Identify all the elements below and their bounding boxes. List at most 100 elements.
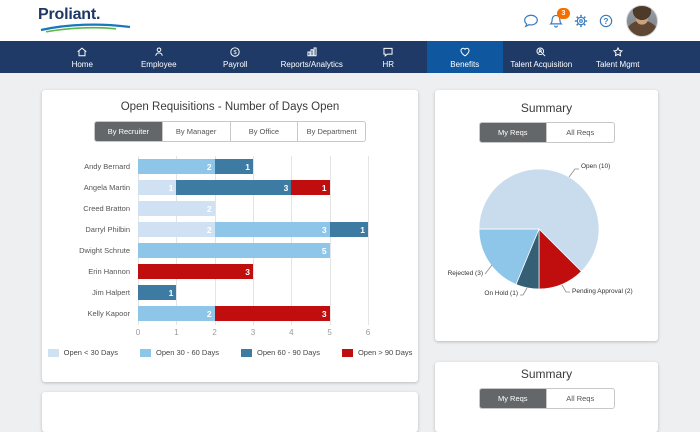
nav-tab-hr[interactable]: HR: [350, 41, 427, 73]
nav-tab-reports-analytics[interactable]: Reports/Analytics: [274, 41, 351, 73]
tab-by-manager[interactable]: By Manager: [161, 122, 230, 141]
pie-label-rejected: Rejected (3): [447, 270, 483, 277]
tab-by-department[interactable]: By Department: [297, 122, 365, 141]
bar-segment-open-30-60-days: 2: [138, 306, 215, 321]
bar-segment-open-30-days: 1: [138, 180, 177, 195]
category-label: Darryl Philbin: [85, 225, 130, 234]
bottom-left-card: [42, 392, 418, 432]
gridline: [138, 156, 139, 325]
legend-swatch: [341, 348, 353, 357]
requisitions-tab-group: By Recruiter By Manager By Office By Depart…: [94, 121, 366, 142]
summary-card-bottom: Summary My Reqs All Reqs: [435, 362, 658, 432]
bar-segment-open-60-90-days: 1: [214, 159, 253, 174]
nav-tab-benefits[interactable]: Benefits: [426, 41, 503, 73]
chart-legend: Open < 30 Days Open 30 - 60 Days Open 60 -…: [42, 348, 418, 357]
legend-label: Open < 30 Days: [63, 348, 119, 357]
x-axis-tick: 0: [135, 328, 141, 337]
tab-my-reqs[interactable]: My Reqs: [479, 123, 546, 142]
pie-label-pending-approval: Pending Approval (2): [572, 288, 633, 295]
svg-text:$: $: [234, 50, 238, 56]
gridline: [291, 156, 293, 325]
tab-all-reqs[interactable]: All Reqs: [546, 123, 614, 142]
tab-by-recruiter[interactable]: By Recruiter: [95, 122, 162, 141]
bar-row-erin-hannon: Erin Hannon 3: [42, 261, 418, 282]
nav-tab-employee[interactable]: Employee: [121, 41, 198, 73]
bar-row-andy-bernard: Andy Bernard 2 1: [42, 156, 418, 177]
bar-row-creed-bratton: Creed Bratton 2: [42, 198, 418, 219]
svg-text:?: ?: [604, 16, 609, 25]
bar-segment-open-30-60-days: 3: [214, 222, 330, 237]
nav-tab-label: Talent Acquisition: [510, 59, 573, 69]
search-person-icon: [535, 46, 547, 58]
category-label: Erin Hannon: [88, 267, 130, 276]
tab-by-office[interactable]: By Office: [229, 122, 298, 141]
bar-segment-open-90-days: 3: [138, 264, 253, 279]
legend-item-open-30-60-days[interactable]: Open 30 - 60 Days: [140, 348, 219, 357]
nav-tab-talent-acquisition[interactable]: Talent Acquisition: [503, 41, 580, 73]
bar-segment-open-90-days: 1: [291, 180, 330, 195]
nav-tab-home[interactable]: Home: [44, 41, 121, 73]
summary-top-tab-group: My Reqs All Reqs: [478, 122, 615, 143]
bar-segment-open-90-days: 3: [214, 306, 330, 321]
pie-label-on-hold: On Hold (1): [484, 290, 518, 297]
nav-tab-label: Benefits: [450, 59, 480, 69]
legend-item-open-90-days[interactable]: Open > 90 Days: [341, 348, 412, 357]
nav-tab-label: Reports/Analytics: [280, 59, 343, 69]
legend-item-open-30-days[interactable]: Open < 30 Days: [47, 348, 119, 357]
bar-chart-icon: [306, 46, 318, 58]
category-label: Kelly Kapoor: [87, 309, 130, 318]
proliant-logo[interactable]: Proliant.: [38, 6, 138, 33]
user-avatar[interactable]: [626, 4, 658, 37]
summary-card-top: Summary My Reqs All Reqs Open (10) Reject…: [435, 90, 658, 341]
logo-text: Proliant.: [38, 6, 101, 23]
tab-all-reqs[interactable]: All Reqs: [546, 389, 614, 408]
gridline: [176, 156, 178, 325]
category-label: Andy Bernard: [84, 162, 130, 171]
gridline: [214, 156, 216, 325]
help-icon[interactable]: ?: [597, 12, 615, 30]
star-icon: [612, 46, 624, 58]
requisitions-card-title: Open Requisitions - Number of Days Open: [120, 101, 340, 113]
pie-slice-open-10: [478, 168, 600, 272]
legend-swatch: [140, 348, 152, 357]
pie-slice-rejected-3: [478, 228, 540, 285]
summary-top-title: Summary: [520, 101, 573, 115]
logo-swoosh-icon: [40, 23, 131, 33]
x-axis-tick: 6: [365, 328, 371, 337]
home-icon: [76, 46, 88, 58]
top-bar: Proliant. 3: [0, 0, 700, 41]
nav-tab-label: HR: [382, 59, 395, 69]
legend-swatch: [241, 348, 252, 357]
pie-label-open: Open (10): [581, 163, 611, 170]
bell-icon[interactable]: 3: [547, 7, 570, 30]
stacked-bar: 1: [138, 285, 368, 300]
summary-pie-chart: [435, 135, 658, 341]
x-axis-tick: 5: [327, 328, 332, 337]
nav-tab-label: Employee: [140, 59, 177, 69]
nav-tab-label: Talent Mgmt: [595, 59, 640, 69]
topbar-icon-group: 3 ?: [522, 0, 658, 41]
open-requisitions-card: Open Requisitions - Number of Days Open …: [42, 90, 418, 382]
category-label: Dwight Schrute: [79, 246, 130, 255]
legend-item-open-60-90-days[interactable]: Open 60 - 90 Days: [241, 348, 320, 357]
legend-swatch: [47, 348, 59, 357]
x-axis-tick: 2: [212, 328, 217, 337]
stacked-bar: 3: [138, 264, 368, 279]
main-nav: Home Employee $ Payroll Reports/Analytics HR B…: [0, 41, 700, 73]
tab-my-reqs[interactable]: My Reqs: [479, 389, 546, 408]
heart-icon: [459, 46, 471, 58]
nav-tab-label: Home: [71, 59, 93, 69]
chat-bubble-icon[interactable]: [522, 12, 540, 30]
legend-label: Open 60 - 90 Days: [257, 348, 320, 357]
gridline: [253, 156, 254, 325]
gear-icon[interactable]: [572, 12, 590, 30]
gridline: [329, 156, 331, 325]
nav-tab-talent-mgmt[interactable]: Talent Mgmt: [580, 41, 657, 73]
nav-tab-payroll[interactable]: $ Payroll: [197, 41, 274, 73]
bar-row-kelly-kapoor: Kelly Kapoor 2 3: [42, 303, 418, 324]
pie-connector-rejected: [484, 264, 493, 275]
nav-tab-label: Payroll: [223, 59, 248, 69]
pie-connector-on-hold: [520, 287, 528, 296]
summary-bottom-title: Summary: [520, 367, 573, 381]
